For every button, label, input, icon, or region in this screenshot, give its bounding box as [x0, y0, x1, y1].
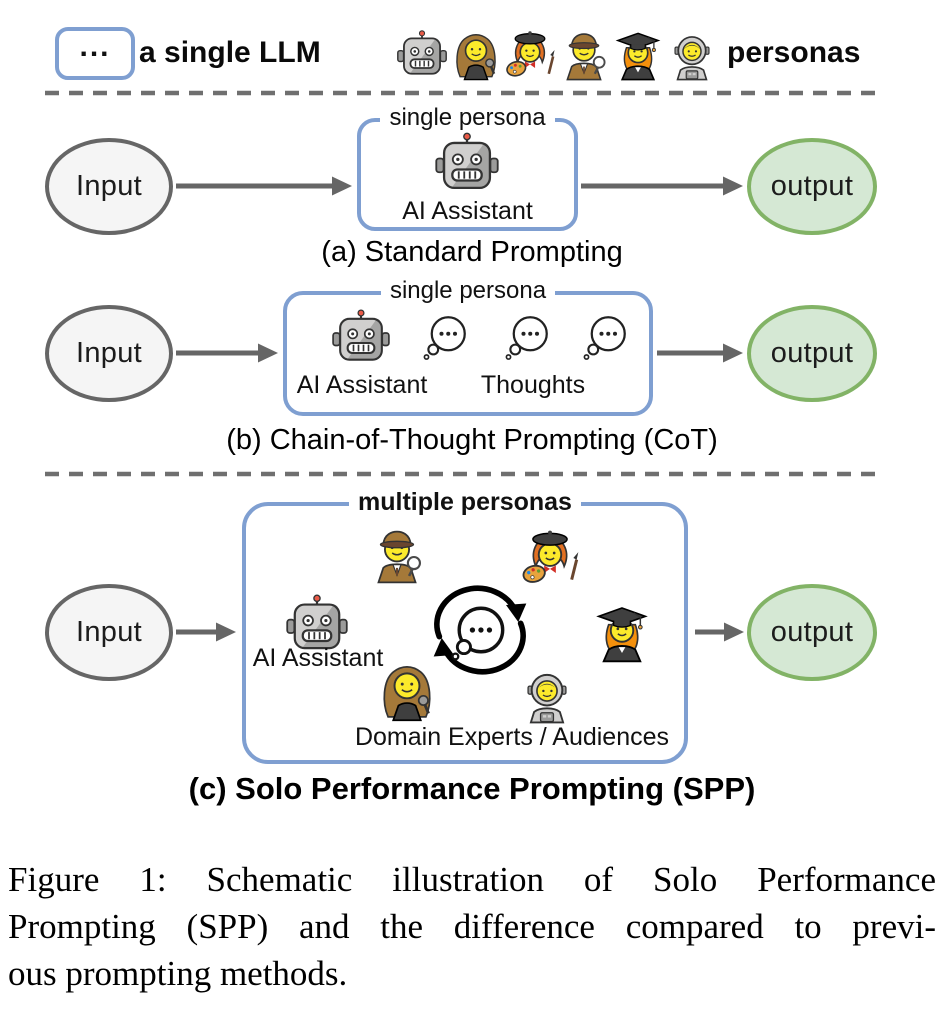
thought-bubble-icon — [579, 312, 633, 366]
graduate-icon — [592, 603, 652, 663]
panel-c-agent-label: AI Assistant — [252, 644, 384, 672]
legend-llm-label: a single LLM — [139, 36, 321, 69]
legend-personas-label: personas — [727, 36, 861, 69]
arrow-b-box-to-output — [657, 343, 743, 363]
figure-caption-line-2: Prompting (SPP) and the difference compa… — [8, 907, 936, 946]
arrow-a-box-to-output — [581, 176, 743, 196]
panel-c-output-node: output — [747, 584, 877, 681]
singer-icon — [450, 29, 502, 81]
panel-c-input-label: Input — [76, 616, 142, 648]
panel-c-box-title: multiple personas — [242, 488, 688, 517]
panel-c-experts-label: Domain Experts / Audiences — [354, 723, 670, 751]
astronaut-icon — [666, 29, 718, 81]
robot-icon — [396, 29, 448, 81]
figure-caption-line-1: Figure 1: Schematic illustration of Solo… — [8, 860, 936, 899]
panel-a-agent-label: AI Assistant — [402, 197, 533, 225]
panel-b-output-node: output — [747, 305, 877, 402]
panel-c-output-label: output — [770, 616, 854, 648]
thought-bubble-icon — [419, 312, 473, 366]
panel-b-input-node: Input — [45, 305, 173, 402]
arrow-a-input-to-box — [176, 176, 352, 196]
panel-a-input-node: Input — [45, 138, 173, 235]
panel-b-thoughts-label: Thoughts — [480, 371, 586, 399]
panel-b-output-label: output — [770, 337, 854, 369]
graduate-icon — [612, 29, 664, 81]
arrow-c-input-to-box — [176, 622, 236, 642]
figure-caption-line-3: ous prompting methods. — [8, 954, 348, 993]
iteration-cycle-icon — [428, 578, 532, 682]
panel-a-caption: (a) Standard Prompting — [321, 236, 623, 268]
panel-b-box-title: single persona — [283, 277, 653, 305]
artist-icon — [504, 29, 556, 81]
figure-caption: Figure 1: Schematic illustration of Solo… — [8, 856, 936, 997]
panel-c-input-node: Input — [45, 584, 173, 681]
arrow-b-input-to-box — [176, 343, 278, 363]
panel-b-input-label: Input — [76, 337, 142, 369]
panel-a-output-label: output — [770, 170, 854, 202]
panel-a-box-title: single persona — [357, 104, 578, 132]
panel-a-input-label: Input — [76, 170, 142, 202]
detective-icon — [558, 29, 610, 81]
detective-icon — [368, 526, 426, 584]
legend-llm-box: ... — [55, 27, 135, 80]
thought-bubble-icon — [501, 312, 555, 366]
astronaut-icon — [518, 666, 576, 724]
robot-icon — [434, 131, 500, 197]
ellipsis-symbol: ... — [79, 29, 111, 63]
panel-a-output-node: output — [747, 138, 877, 235]
robot-icon — [331, 308, 391, 368]
arrow-c-box-to-output — [695, 622, 744, 642]
panel-b-agent-label: AI Assistant — [296, 371, 428, 399]
panel-c-caption: (c) Solo Performance Prompting (SPP) — [188, 771, 756, 806]
panel-b-caption: (b) Chain-of-Thought Prompting (CoT) — [226, 424, 718, 456]
